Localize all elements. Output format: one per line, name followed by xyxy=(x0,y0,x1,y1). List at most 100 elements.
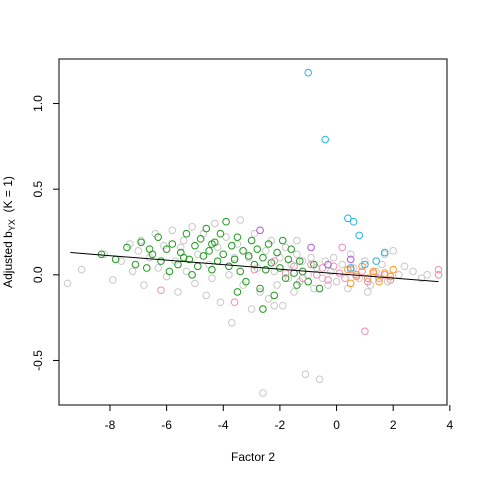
scatter-point-series-1 xyxy=(239,247,247,255)
scatter-point-series-1 xyxy=(295,257,304,265)
scatter-point-series-0 xyxy=(307,253,315,262)
scatter-point-series-1 xyxy=(315,284,324,293)
x-tick-label: 4 xyxy=(446,418,453,432)
scatter-point-series-1 xyxy=(253,245,262,253)
scatter-point-series-3 xyxy=(386,272,395,281)
scatter-point-series-1 xyxy=(168,240,177,248)
scatter-point-series-1 xyxy=(202,224,211,233)
scatter-point-series-1 xyxy=(264,240,273,248)
scatter-point-series-0 xyxy=(395,271,403,279)
scatter-point-series-1 xyxy=(179,253,188,262)
scatter-point-series-0 xyxy=(176,243,185,252)
points-layer xyxy=(63,68,443,397)
scatter-point-series-1 xyxy=(259,253,267,262)
scatter-point-series-2 xyxy=(363,277,372,286)
scatter-point-series-3 xyxy=(375,277,383,286)
scatter-point-series-0 xyxy=(208,274,216,283)
scatter-point-series-0 xyxy=(140,281,148,289)
scatter-point-series-0 xyxy=(389,247,397,255)
scatter-point-series-0 xyxy=(109,276,117,284)
x-tick-label: -6 xyxy=(161,418,172,432)
scatter-point-series-5 xyxy=(346,255,355,264)
scatter-point-series-1 xyxy=(213,257,222,265)
scatter-point-series-1 xyxy=(233,288,242,296)
scatter-point-series-3 xyxy=(346,279,355,288)
scatter-point-series-1 xyxy=(244,252,253,260)
scatter-point-series-0 xyxy=(318,274,327,283)
scatter-point-series-0 xyxy=(154,264,162,272)
scatter-point-series-0 xyxy=(225,271,233,279)
scatter-point-series-1 xyxy=(270,291,279,300)
scatter-point-series-0 xyxy=(247,305,256,313)
y-tick-label: 1.0 xyxy=(31,95,45,112)
scatter-point-series-0 xyxy=(270,267,279,276)
scatter-point-series-2 xyxy=(329,262,338,271)
y-tick-label: -0.5 xyxy=(31,350,45,371)
scatter-point-series-2 xyxy=(230,298,239,307)
y-axis-label-main: Adjusted b xyxy=(1,231,15,288)
scatter-point-series-0 xyxy=(216,298,225,307)
scatter-point-series-1 xyxy=(219,250,228,259)
scatter-point-series-3 xyxy=(389,265,397,274)
scatter-point-series-3 xyxy=(363,274,372,283)
scatter-point-series-1 xyxy=(157,257,165,265)
scatter-point-series-1 xyxy=(259,305,267,313)
scatter-point-series-3 xyxy=(380,269,389,277)
scatter-point-series-1 xyxy=(273,248,281,257)
x-axis: -8 -6 -4 -2 0 2 4 xyxy=(105,405,453,432)
scatter-point-series-1 xyxy=(310,260,318,269)
scatter-point-series-1 xyxy=(131,260,140,269)
scatter-point-series-2 xyxy=(361,327,369,336)
x-tick-label: -4 xyxy=(218,418,229,432)
y-axis-label: Adjusted bYX (K = 1) xyxy=(1,176,17,288)
scatter-point-series-2 xyxy=(157,286,165,295)
scatter-point-series-1 xyxy=(182,229,191,238)
scatter-point-series-4 xyxy=(372,257,380,265)
scatter-point-series-4 xyxy=(349,217,358,226)
scatter-point-series-0 xyxy=(188,223,196,231)
scatter-point-series-0 xyxy=(417,274,426,283)
scatter-point-series-0 xyxy=(378,260,386,269)
scatter-point-series-0 xyxy=(117,257,126,265)
scatter-point-series-0 xyxy=(270,301,279,310)
scatter-point-series-1 xyxy=(185,255,194,264)
scatter-point-series-0 xyxy=(298,257,307,265)
scatter-point-series-2 xyxy=(250,265,259,274)
scatter-point-series-0 xyxy=(193,250,202,259)
scatter-point-series-1 xyxy=(227,241,236,250)
scatter-point-series-0 xyxy=(400,262,409,271)
scatter-point-series-0 xyxy=(259,389,267,397)
scatter-point-series-0 xyxy=(293,250,301,259)
scatter-point-series-0 xyxy=(281,243,290,252)
x-axis-label: Factor 2 xyxy=(231,450,275,464)
scatter-point-series-1 xyxy=(205,247,213,255)
scatter-point-series-5 xyxy=(307,243,315,252)
scatter-point-series-0 xyxy=(202,291,211,300)
scatter-point-series-1 xyxy=(222,217,230,226)
scatter-point-series-1 xyxy=(191,241,199,250)
scatter-point-series-4 xyxy=(344,214,352,223)
scatter-point-series-2 xyxy=(324,276,332,284)
scatter-point-series-2 xyxy=(318,264,327,272)
scatter-point-series-1 xyxy=(154,233,162,241)
scatter-point-series-0 xyxy=(409,267,417,276)
scatter-point-series-2 xyxy=(386,276,395,284)
scatter-point-series-1 xyxy=(123,243,131,252)
scatter-point-series-0 xyxy=(210,219,219,228)
scatter-point-series-2 xyxy=(434,265,443,274)
scatter-point-series-0 xyxy=(273,281,281,289)
scatter-point-series-1 xyxy=(293,281,301,289)
scatter-point-series-2 xyxy=(298,274,307,283)
scatter-point-series-0 xyxy=(278,301,287,310)
scatter-point-series-4 xyxy=(361,260,369,269)
scatter-point-series-1 xyxy=(193,262,202,271)
scatter-point-series-1 xyxy=(278,236,287,245)
scatter-point-series-1 xyxy=(142,264,151,272)
scatter-point-series-2 xyxy=(375,274,383,283)
scatter-point-series-4 xyxy=(346,264,355,272)
fit-line-layer xyxy=(70,252,439,283)
plot-frame xyxy=(58,58,448,406)
scatter-point-series-2 xyxy=(312,271,321,279)
scatter-point-series-0 xyxy=(332,277,341,286)
